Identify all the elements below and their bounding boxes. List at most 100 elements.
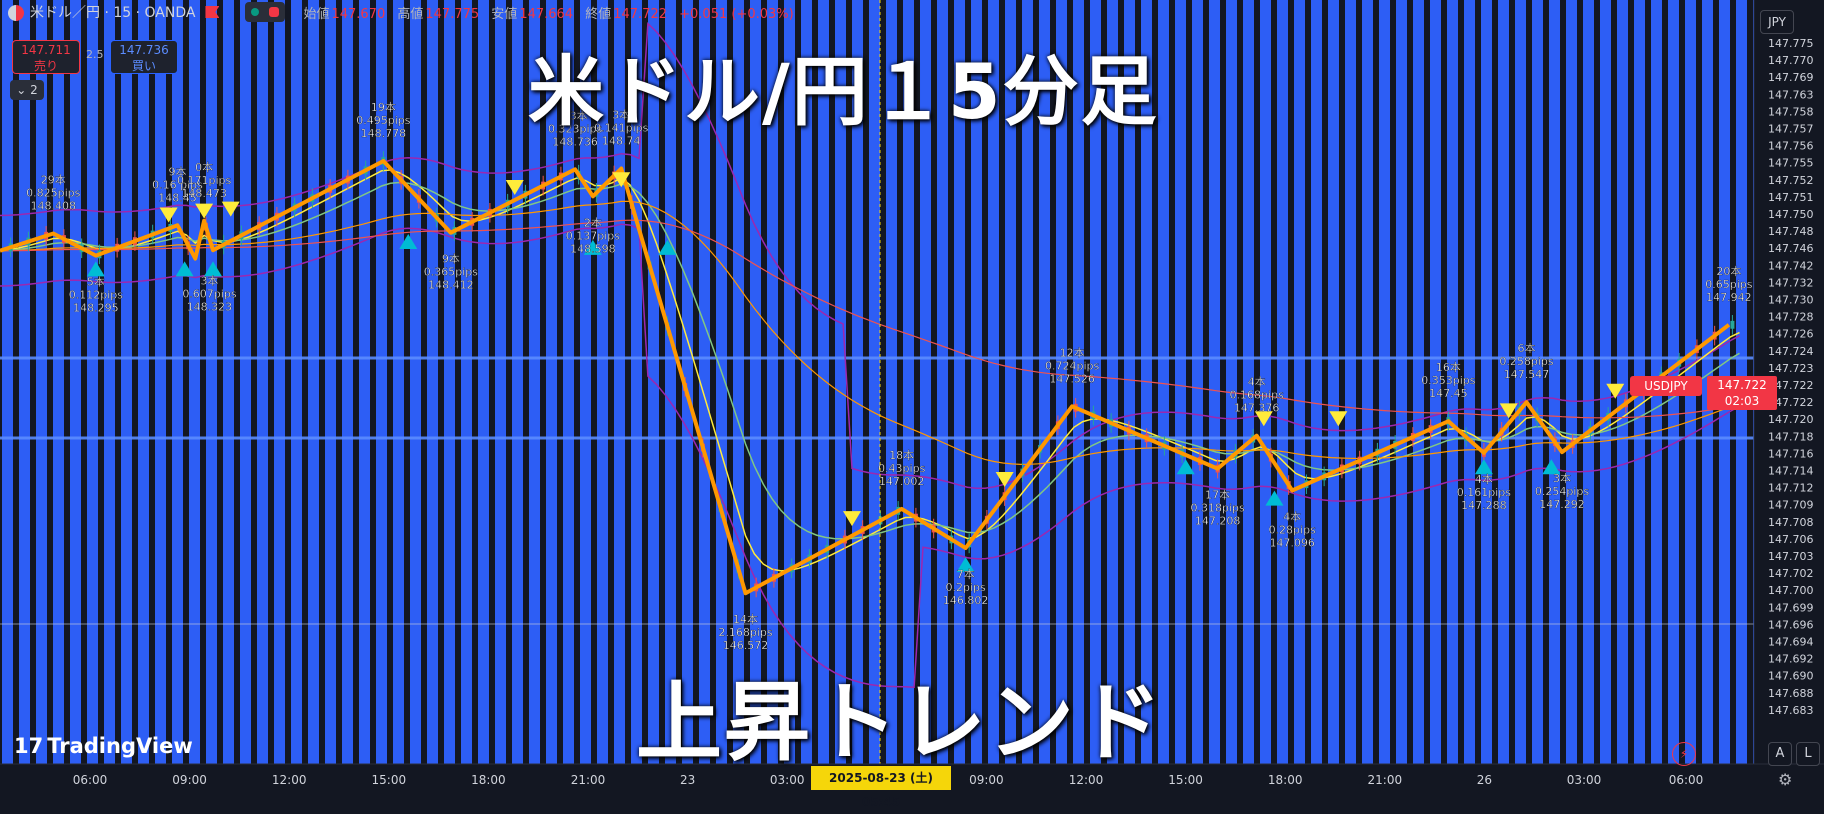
swing-label-text: 2.168pips — [718, 626, 773, 639]
stripe-bar — [257, 0, 268, 764]
price-tick-label: 147.722 — [1768, 396, 1814, 409]
sell-signal-triangle — [159, 207, 178, 223]
price-tick-label: 147.714 — [1768, 465, 1814, 478]
stripe-bar — [1515, 0, 1526, 764]
swing-label-text: 147.547 — [1504, 368, 1550, 381]
stripe-bar — [1549, 0, 1560, 764]
stripe-bar — [155, 0, 166, 764]
price-tick-label: 147.716 — [1768, 447, 1814, 460]
red-flag-icon[interactable] — [205, 6, 220, 18]
stripe-bar — [410, 0, 421, 764]
stripe-bar — [971, 0, 982, 764]
swing-labels: 29本0.825pips148.4085本0.112pips148.2959本0… — [26, 100, 1753, 652]
time-tick-label: 18:00 — [1268, 773, 1303, 787]
stripe-bar — [1311, 0, 1322, 764]
stripe-bar — [1090, 0, 1101, 764]
low-value: 147.664 — [519, 6, 574, 22]
swing-label-text: 17本 — [1205, 488, 1230, 502]
stripe-bar — [869, 0, 880, 764]
chevron-down-icon: ⌄ — [16, 83, 27, 97]
buy-signal-triangle — [583, 239, 602, 255]
swing-label-text: 0.323pips — [548, 122, 603, 135]
swing-label-text: 0.495pips — [356, 114, 411, 127]
swing-label-text: 3本 — [200, 274, 218, 288]
symbol-price-tag: USDJPY — [1630, 376, 1702, 396]
price-tick-label: 147.755 — [1768, 157, 1814, 170]
price-tick-label: 147.699 — [1768, 601, 1814, 614]
buy-signal-triangle — [204, 261, 222, 277]
stripe-bar — [1447, 0, 1458, 764]
swing-label-text: 147.942 — [1706, 291, 1752, 304]
stripe-bar — [1022, 0, 1033, 764]
swing-label-text: 148.778 — [361, 127, 407, 140]
auto-scale-button[interactable]: A — [1768, 742, 1792, 766]
swing-label-text: 16本 — [1436, 360, 1461, 374]
stripe-bar — [1498, 0, 1509, 764]
price-tick-label: 147.752 — [1768, 174, 1814, 187]
open-value: 147.670 — [331, 6, 386, 22]
buy-signal-triangle — [658, 239, 677, 255]
buy-signal-triangle — [1474, 459, 1493, 475]
swing-label-text: 148.45 — [158, 191, 197, 204]
high-label: 高値 — [397, 6, 424, 22]
stripe-bar — [1277, 0, 1288, 764]
tv-logo-icon: 17 — [14, 734, 44, 758]
swing-label-text: 148.323 — [187, 301, 233, 314]
swing-label-text: 0.171pips — [177, 174, 232, 187]
swing-label-text: 147.288 — [1461, 499, 1507, 512]
currency-button[interactable]: JPY — [1760, 10, 1794, 34]
swing-label-text: 0.43pips — [878, 462, 926, 475]
swing-label-text: 0.254pips — [1535, 485, 1590, 498]
stripe-bar — [1532, 0, 1543, 764]
swing-label-text: 148.408 — [31, 200, 77, 213]
indicator-collapse-button[interactable]: ⌄ 2 — [10, 80, 44, 100]
last-price: 147.722 — [1717, 378, 1767, 392]
lightning-icon[interactable]: ⚡ — [1672, 742, 1696, 766]
stripe-bar — [342, 0, 353, 764]
tradingview-logo[interactable]: 17 TradingView — [14, 734, 193, 758]
high-value: 147.775 — [425, 6, 480, 22]
stripe-bar — [954, 0, 965, 764]
low-label: 安値 — [491, 6, 518, 22]
stripe-bar — [1039, 0, 1050, 764]
buy-button[interactable]: 147.736 買い — [110, 40, 178, 74]
stripe-bar — [461, 0, 472, 764]
stripe-bar — [903, 0, 914, 764]
swing-label-text: 146.572 — [723, 639, 769, 652]
price-tick-label: 147.690 — [1768, 670, 1814, 683]
swing-label-text: 0.318pips — [1191, 502, 1246, 515]
stripe-bar — [1243, 0, 1254, 764]
buy-signal-triangle — [86, 261, 105, 277]
data-status-icon — [269, 7, 280, 17]
price-tick-label: 147.742 — [1768, 259, 1814, 272]
swing-label-text: 148.473 — [181, 187, 227, 200]
symbol-title[interactable]: 米ドル／円 · 15 · OANDA — [30, 5, 196, 21]
stripe-bar — [87, 0, 98, 764]
flag-jp-us-icon — [8, 5, 24, 21]
stripe-bar — [631, 0, 642, 764]
price-tick-label: 147.732 — [1768, 276, 1814, 289]
swing-label-text: 147.376 — [1234, 402, 1280, 415]
sell-button[interactable]: 147.711 売り — [12, 40, 80, 74]
status-indicators[interactable] — [245, 2, 286, 22]
stripe-bar — [886, 0, 897, 764]
price-tick-label: 147.756 — [1768, 140, 1814, 153]
swing-label-text: 0.825pips — [26, 187, 81, 200]
swing-label-text: 148.412 — [428, 279, 474, 292]
log-scale-button[interactable]: L — [1796, 742, 1820, 766]
swing-label-text: 0.258pips — [1499, 355, 1554, 368]
stripe-bar — [801, 0, 812, 764]
sell-signal-triangle — [1606, 383, 1625, 399]
buy-signal-triangle — [1176, 459, 1195, 475]
stripe-bar — [1209, 0, 1220, 764]
gear-icon[interactable]: ⚙ — [1778, 770, 1793, 789]
price-tick-label: 147.694 — [1768, 636, 1814, 649]
swing-label-text: 0.724pips — [1045, 359, 1100, 372]
stripe-bar — [206, 0, 217, 764]
stripe-bar — [529, 0, 540, 764]
market-open-dot-icon — [251, 8, 260, 16]
ohlc-values: 始値 147.670 高値 147.775 安値 147.664 終値 147.722 … — [303, 3, 801, 22]
stripe-bar — [767, 0, 778, 764]
stripe-bar — [291, 0, 302, 764]
